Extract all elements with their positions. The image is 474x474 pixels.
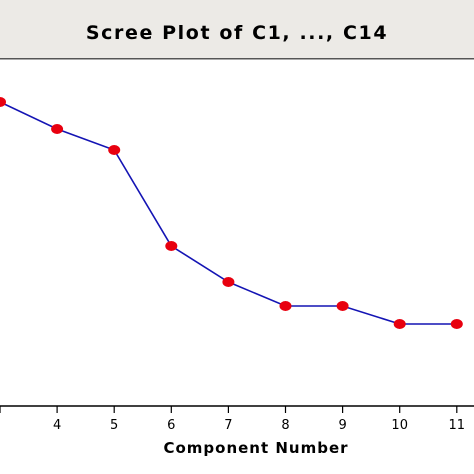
x-axis-ticks: 4 5 6 7 8 9 10 11: [0, 406, 465, 433]
x-tick-label-10: 10: [391, 418, 408, 433]
x-tick-label-9: 9: [338, 418, 346, 433]
plot-top-border: [0, 58, 474, 60]
x-tick-label-4: 4: [53, 418, 61, 433]
data-point-4: [51, 124, 64, 134]
series-line: [0, 101, 457, 325]
data-point-8: [279, 301, 292, 311]
x-tick-label-8: 8: [281, 418, 289, 433]
x-tick-label-7: 7: [224, 418, 232, 433]
data-point-11: [450, 319, 463, 329]
data-point-9: [336, 301, 349, 311]
plot-area: 4 5 6 7 8 9 10 11 Component Number: [0, 58, 474, 474]
x-axis-label: Component Number: [163, 439, 348, 457]
title-bar: Scree Plot of C1, ..., C14: [0, 0, 474, 58]
data-point-3: [0, 97, 6, 107]
data-point-7: [222, 277, 235, 287]
data-point-5: [108, 145, 121, 155]
data-point-6: [165, 241, 178, 251]
scree-plot: 4 5 6 7 8 9 10 11 Component Number: [0, 58, 474, 457]
series-layer: [0, 97, 463, 329]
x-tick-label-5: 5: [110, 418, 118, 433]
x-tick-label-6: 6: [167, 418, 175, 433]
data-point-10: [393, 319, 406, 329]
chart-title: Scree Plot of C1, ..., C14: [85, 22, 389, 44]
x-tick-label-11: 11: [449, 418, 466, 433]
